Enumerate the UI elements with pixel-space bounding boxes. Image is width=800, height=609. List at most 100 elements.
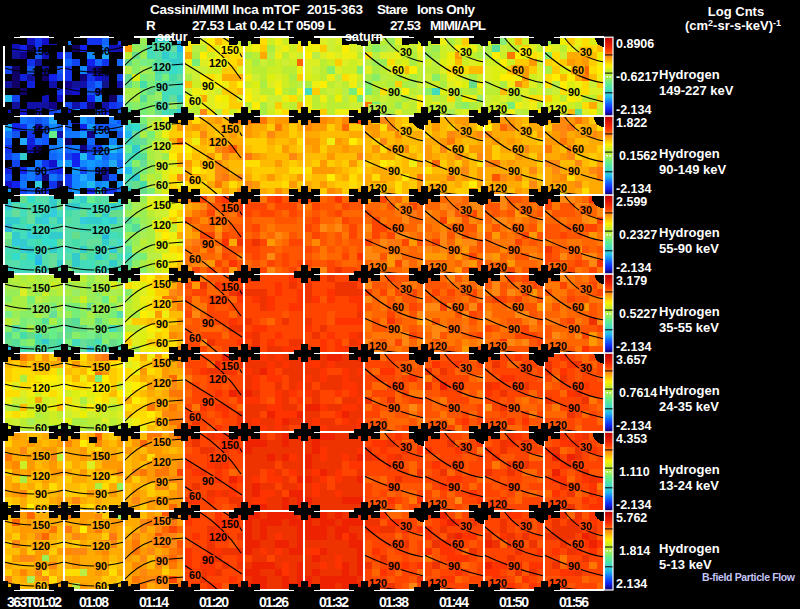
svg-text:150: 150 bbox=[221, 518, 239, 530]
svg-text:60: 60 bbox=[392, 301, 404, 313]
svg-text:1.110: 1.110 bbox=[619, 465, 650, 479]
svg-text:150: 150 bbox=[92, 124, 110, 136]
svg-text:150: 150 bbox=[32, 45, 50, 57]
svg-text:60: 60 bbox=[156, 179, 168, 191]
svg-text:60: 60 bbox=[512, 459, 524, 471]
svg-text:60: 60 bbox=[512, 64, 524, 76]
svg-text:3.657: 3.657 bbox=[616, 353, 647, 367]
svg-text:90: 90 bbox=[95, 560, 107, 572]
svg-text:90: 90 bbox=[95, 86, 107, 98]
svg-text:30: 30 bbox=[460, 362, 472, 374]
svg-text:90: 90 bbox=[35, 323, 47, 335]
svg-text:150: 150 bbox=[32, 361, 50, 373]
svg-text:149-227 keV: 149-227 keV bbox=[659, 83, 734, 98]
svg-text:(cm2-sr-s-keV)-1: (cm2-sr-s-keV)-1 bbox=[685, 18, 781, 33]
svg-text:30: 30 bbox=[520, 441, 532, 453]
svg-text:-2.134: -2.134 bbox=[616, 498, 651, 512]
svg-text:120: 120 bbox=[209, 57, 227, 69]
svg-text:Hydrogen: Hydrogen bbox=[659, 462, 720, 477]
svg-text:150: 150 bbox=[221, 360, 239, 372]
svg-text:60: 60 bbox=[572, 222, 584, 234]
svg-text:90: 90 bbox=[388, 481, 400, 493]
svg-text:120: 120 bbox=[92, 382, 110, 394]
svg-text:4.353: 4.353 bbox=[616, 432, 647, 446]
svg-text:30: 30 bbox=[460, 46, 472, 58]
svg-text:30: 30 bbox=[520, 204, 532, 216]
svg-text:90: 90 bbox=[202, 159, 214, 171]
svg-text:90: 90 bbox=[156, 555, 168, 567]
svg-text:30: 30 bbox=[400, 125, 412, 137]
svg-text:90: 90 bbox=[35, 402, 47, 414]
svg-text:90: 90 bbox=[448, 323, 460, 335]
svg-text:1.822: 1.822 bbox=[616, 116, 647, 130]
svg-text:60: 60 bbox=[156, 416, 168, 428]
svg-text:150: 150 bbox=[221, 281, 239, 293]
svg-text:90: 90 bbox=[448, 244, 460, 256]
svg-text:satur: satur bbox=[157, 30, 188, 44]
svg-text:363T01:02: 363T01:02 bbox=[7, 594, 62, 609]
svg-text:120: 120 bbox=[209, 531, 227, 543]
svg-text:120: 120 bbox=[92, 66, 110, 78]
svg-text:150: 150 bbox=[92, 519, 110, 531]
svg-text:60: 60 bbox=[452, 143, 464, 155]
svg-text:60: 60 bbox=[392, 222, 404, 234]
svg-text:150: 150 bbox=[153, 436, 171, 448]
svg-text:120: 120 bbox=[153, 535, 171, 547]
svg-text:90: 90 bbox=[202, 475, 214, 487]
svg-text:2.134: 2.134 bbox=[616, 577, 647, 591]
svg-text:60: 60 bbox=[156, 495, 168, 507]
svg-text:-2.134: -2.134 bbox=[616, 182, 651, 196]
svg-text:2015-363: 2015-363 bbox=[307, 2, 363, 17]
svg-text:60: 60 bbox=[392, 143, 404, 155]
svg-text:90: 90 bbox=[568, 402, 580, 414]
svg-text:60: 60 bbox=[35, 503, 47, 515]
svg-text:30: 30 bbox=[580, 204, 592, 216]
svg-text:120: 120 bbox=[32, 382, 50, 394]
svg-text:90: 90 bbox=[35, 488, 47, 500]
svg-text:90: 90 bbox=[508, 323, 520, 335]
svg-text:60: 60 bbox=[452, 64, 464, 76]
svg-text:120: 120 bbox=[92, 540, 110, 552]
svg-text:90: 90 bbox=[35, 560, 47, 572]
svg-text:saturn: saturn bbox=[345, 30, 383, 44]
svg-text:150: 150 bbox=[92, 361, 110, 373]
svg-text:30: 30 bbox=[400, 46, 412, 58]
svg-text:30: 30 bbox=[580, 362, 592, 374]
svg-text:30: 30 bbox=[460, 283, 472, 295]
svg-text:60: 60 bbox=[156, 100, 168, 112]
svg-text:120: 120 bbox=[32, 224, 50, 236]
svg-text:60: 60 bbox=[189, 411, 201, 423]
svg-text:120: 120 bbox=[209, 215, 227, 227]
svg-text:60: 60 bbox=[512, 301, 524, 313]
svg-text:30: 30 bbox=[520, 46, 532, 58]
svg-text:90: 90 bbox=[388, 86, 400, 98]
svg-text:60: 60 bbox=[452, 380, 464, 392]
svg-text:0.8906: 0.8906 bbox=[616, 37, 654, 51]
svg-text:150: 150 bbox=[92, 45, 110, 57]
svg-text:90: 90 bbox=[156, 397, 168, 409]
svg-text:90: 90 bbox=[95, 323, 107, 335]
svg-text:150: 150 bbox=[153, 120, 171, 132]
svg-text:Cassini/MIMI Inca mTOF: Cassini/MIMI Inca mTOF bbox=[150, 2, 300, 17]
svg-text:90: 90 bbox=[95, 488, 107, 500]
svg-text:90: 90 bbox=[568, 560, 580, 572]
svg-text:5.762: 5.762 bbox=[616, 511, 647, 525]
svg-text:150: 150 bbox=[92, 450, 110, 462]
svg-text:30: 30 bbox=[580, 441, 592, 453]
svg-text:60: 60 bbox=[156, 258, 168, 270]
svg-text:0.7614: 0.7614 bbox=[619, 386, 657, 400]
svg-text:-2.134: -2.134 bbox=[616, 340, 651, 354]
svg-text:60: 60 bbox=[189, 332, 201, 344]
svg-text:-0.6217: -0.6217 bbox=[616, 70, 658, 84]
svg-text:90: 90 bbox=[202, 396, 214, 408]
svg-text:60: 60 bbox=[572, 143, 584, 155]
svg-text:30: 30 bbox=[400, 283, 412, 295]
svg-text:90: 90 bbox=[568, 244, 580, 256]
svg-text:120: 120 bbox=[153, 61, 171, 73]
svg-text:60: 60 bbox=[156, 574, 168, 586]
svg-text:0.1562: 0.1562 bbox=[619, 149, 657, 163]
svg-text:60: 60 bbox=[452, 459, 464, 471]
svg-text:30: 30 bbox=[580, 283, 592, 295]
svg-text:0.2327: 0.2327 bbox=[619, 228, 657, 242]
svg-text:30: 30 bbox=[460, 520, 472, 532]
